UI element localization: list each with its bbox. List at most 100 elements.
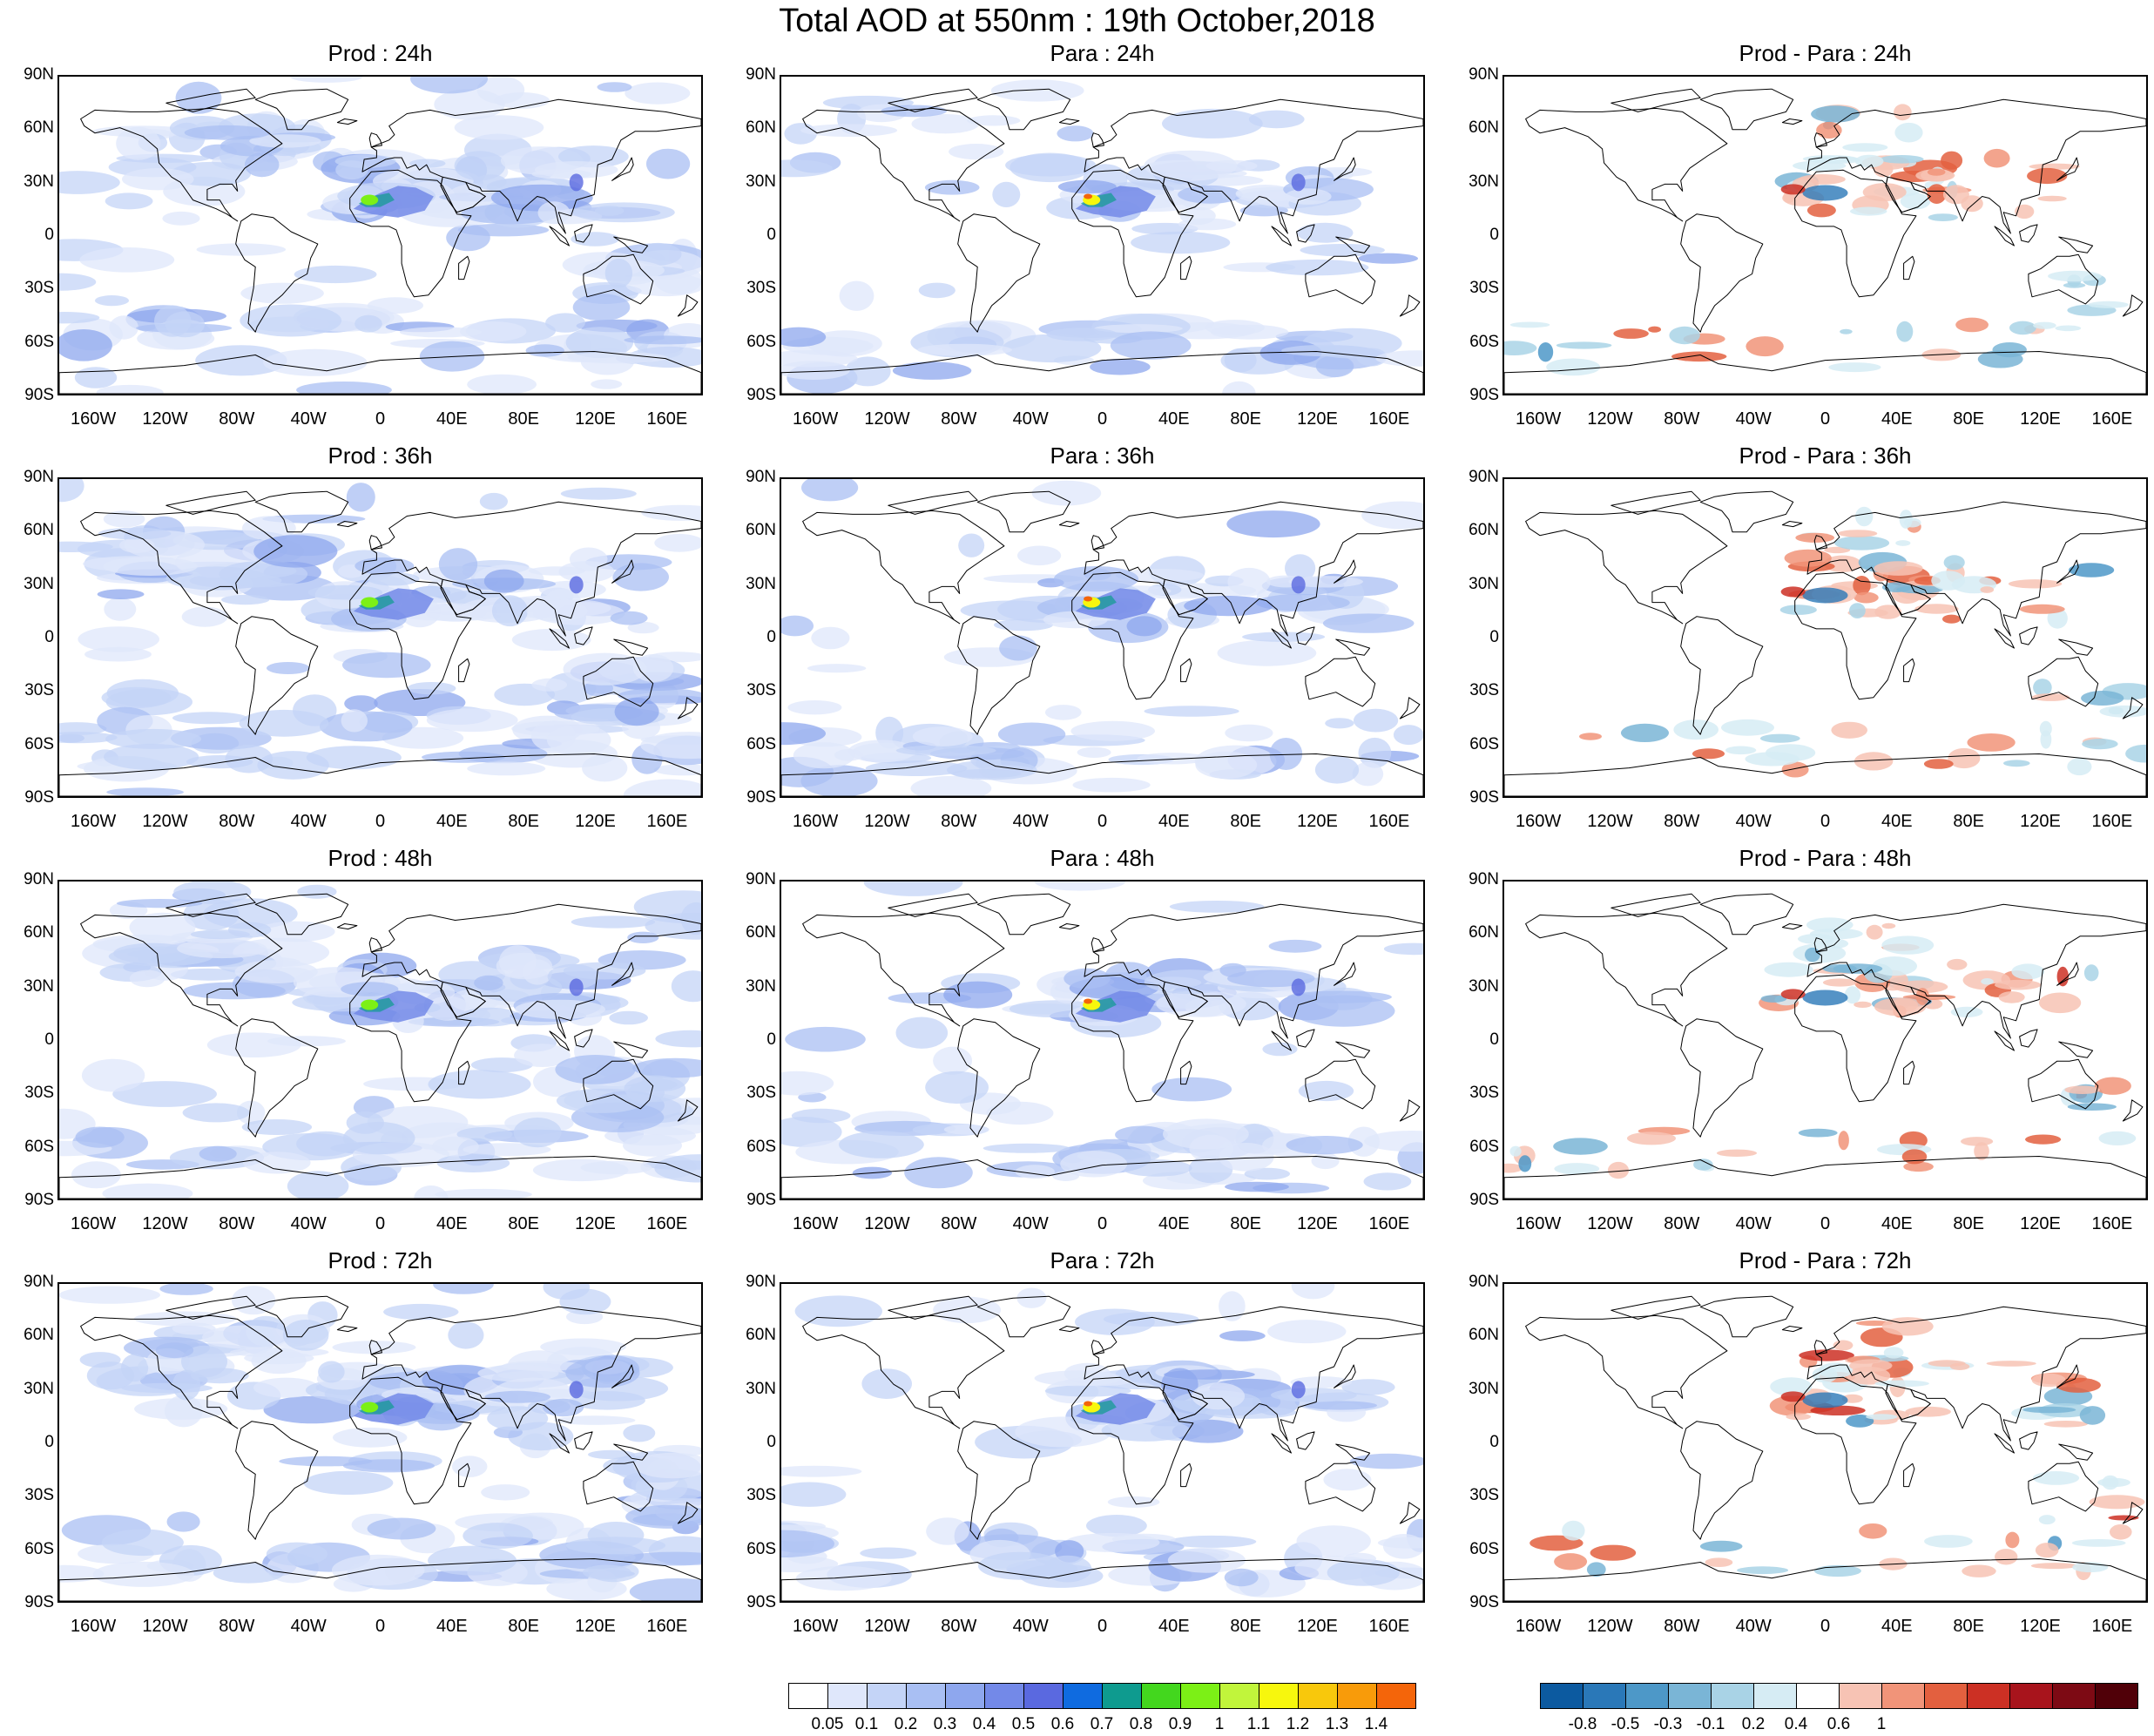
- longitude-tick-label: 160E: [1368, 1214, 1410, 1233]
- coastline-sumatra: [1994, 1030, 2015, 1051]
- difference-patch: [1901, 1149, 1928, 1165]
- longitude-tick-label: 120W: [1587, 409, 1633, 429]
- longitude-tick-label: 80W: [941, 812, 977, 831]
- latitude-tick-label: 30N: [746, 172, 776, 191]
- panel-title: Prod - Para : 24h: [1739, 40, 1912, 66]
- aod-patch: [1349, 1453, 1423, 1469]
- difference-patch: [1928, 213, 1958, 222]
- coastline-japan: [611, 559, 634, 584]
- aod-patch: [409, 159, 446, 168]
- longitude-tick-label: 0: [1820, 409, 1831, 429]
- aod-patch: [986, 1101, 1054, 1125]
- coastlines: [59, 490, 701, 796]
- aod-patch: [183, 898, 240, 931]
- aod-patch: [59, 273, 97, 291]
- coastline-great-britain: [1091, 937, 1104, 953]
- aod-patch: [170, 968, 246, 981]
- difference-patch: [1781, 761, 1809, 778]
- difference-patch: [1721, 719, 1774, 736]
- latitude-tick-label: 60N: [746, 521, 776, 540]
- colorbar-label: 1.4: [1364, 1715, 1388, 1733]
- aod-patch: [781, 1465, 862, 1477]
- aod-patch: [1107, 1496, 1160, 1508]
- aod-patch: [623, 779, 701, 796]
- aod-patch: [476, 77, 525, 105]
- aod-patch: [1064, 1532, 1160, 1552]
- colorbar-label: 0.7: [1090, 1715, 1114, 1733]
- sahara-dust-plume: [353, 1393, 434, 1425]
- coastline-australia: [2028, 1461, 2099, 1512]
- difference-patch: [1874, 561, 1923, 576]
- difference-patch: [1866, 924, 1883, 940]
- aod-patch: [556, 1088, 646, 1113]
- difference-patch: [1509, 1145, 1522, 1157]
- latitude-tick-label: 60S: [24, 734, 54, 753]
- aod-patch: [1178, 185, 1243, 204]
- map-panel: Para : 36h: [780, 442, 1425, 821]
- difference-patch: [2067, 758, 2092, 776]
- aod-patch: [1121, 1159, 1192, 1177]
- aod-patch: [481, 1484, 530, 1501]
- coastline-new-zealand: [677, 294, 699, 317]
- difference-patch: [1859, 1523, 1887, 1539]
- aod-patch: [71, 1161, 121, 1189]
- latitude-tick-label: 30N: [746, 976, 776, 996]
- aod-patch: [1086, 1515, 1147, 1537]
- latitude-tick-label: 60S: [24, 1137, 54, 1156]
- latitude-tick-label: 90S: [24, 1191, 54, 1209]
- aod-patch: [633, 1452, 701, 1479]
- coastline-japan: [1334, 559, 1356, 584]
- aod-patch: [781, 327, 827, 348]
- aod-patch: [1354, 708, 1399, 733]
- coastline-north-america: [80, 912, 283, 1027]
- aod-patch: [1225, 1181, 1289, 1192]
- aod-patch: [1288, 576, 1363, 588]
- aod-patch: [182, 1103, 250, 1123]
- longitude-tick-label: 80E: [1953, 1214, 1984, 1233]
- difference-patch: [1504, 1163, 1523, 1173]
- difference-patch: [1881, 922, 1896, 929]
- difference-patch: [2110, 1524, 2132, 1540]
- coastline-australia: [2028, 656, 2099, 707]
- coastline-new-guinea: [1335, 638, 1371, 656]
- coastline-arabia-fill: [1885, 176, 1931, 213]
- coastline-sumatra: [1271, 1433, 1292, 1454]
- coastline-new-zealand: [677, 1099, 699, 1122]
- latitude-tick-label: 90N: [1469, 65, 1499, 84]
- coastline-greenland: [1699, 1295, 1794, 1338]
- difference-patch: [2037, 195, 2067, 202]
- aod-patch: [294, 265, 377, 284]
- longitude-tick-label: 160W: [793, 812, 839, 831]
- coastline-japan: [2056, 559, 2079, 584]
- coastline-sumatra: [1994, 1433, 2015, 1454]
- coastline-arctic-islands: [1610, 1295, 1701, 1320]
- coastline-north-america: [802, 510, 1005, 625]
- aod-patch: [553, 1415, 636, 1425]
- longitude-tick-label: 80W: [219, 812, 255, 831]
- difference-patch: [1950, 1006, 1983, 1017]
- aod-patch: [1311, 1152, 1340, 1170]
- aod-patch: [172, 1322, 216, 1335]
- difference-patch: [1840, 328, 1853, 334]
- map-frame: [780, 1282, 1425, 1603]
- aod-patch: [582, 1354, 639, 1382]
- aod-patch: [116, 126, 161, 160]
- aod-patch: [1044, 705, 1082, 720]
- coastline-arctic-islands: [888, 893, 978, 917]
- aod-patch: [807, 664, 867, 673]
- aod-patch: [594, 206, 625, 216]
- aod-patch: [92, 1561, 194, 1587]
- coastline-south-america: [1680, 1018, 1764, 1138]
- longitude-tick-label: 80W: [1664, 1214, 1700, 1233]
- aod-patch: [59, 171, 120, 194]
- longitude-tick-label: 80E: [508, 409, 539, 429]
- coastline-arctic-islands: [888, 490, 978, 515]
- latitude-tick-label: 0: [1489, 628, 1499, 646]
- aod-patch: [263, 348, 368, 376]
- aod-patch: [59, 479, 84, 503]
- aod-patch: [59, 329, 112, 361]
- longitude-tick-label: 120E: [2020, 1617, 2061, 1636]
- latitude-tick-label: 0: [766, 1030, 776, 1049]
- aod-patch: [1195, 751, 1258, 779]
- coastline-iceland: [1781, 923, 1803, 930]
